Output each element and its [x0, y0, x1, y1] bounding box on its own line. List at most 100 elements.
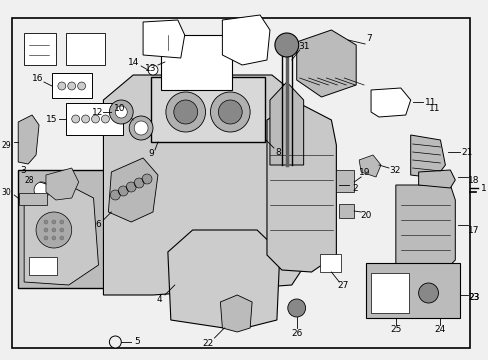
Text: 7: 7: [366, 33, 371, 42]
Bar: [336, 170, 353, 192]
Circle shape: [148, 65, 158, 75]
Polygon shape: [46, 168, 79, 200]
Text: 26: 26: [290, 329, 302, 338]
Polygon shape: [418, 170, 454, 188]
Text: 27: 27: [337, 282, 348, 291]
Circle shape: [210, 92, 250, 132]
Polygon shape: [269, 82, 303, 165]
Bar: [29, 257, 57, 275]
Text: 11: 11: [428, 104, 439, 112]
Circle shape: [109, 336, 121, 348]
Circle shape: [44, 228, 48, 232]
Circle shape: [142, 174, 152, 184]
Circle shape: [218, 100, 242, 124]
Text: 21: 21: [461, 148, 472, 157]
Text: 10: 10: [113, 104, 125, 112]
Text: 22: 22: [202, 338, 213, 347]
Polygon shape: [143, 20, 184, 58]
Circle shape: [52, 236, 56, 240]
Text: 23: 23: [468, 293, 479, 302]
Circle shape: [60, 236, 63, 240]
Bar: [18, 170, 105, 288]
Bar: [370, 273, 408, 313]
Circle shape: [52, 228, 56, 232]
Circle shape: [173, 100, 197, 124]
Circle shape: [118, 186, 128, 196]
Polygon shape: [167, 230, 279, 330]
Polygon shape: [266, 102, 336, 272]
Bar: [66, 103, 123, 135]
Circle shape: [129, 116, 153, 140]
Text: 5: 5: [134, 338, 140, 346]
Text: 14: 14: [127, 58, 139, 67]
Text: 28: 28: [24, 176, 34, 185]
Text: 11: 11: [424, 98, 435, 107]
Polygon shape: [370, 88, 410, 117]
Bar: [66, 33, 105, 65]
Circle shape: [134, 178, 144, 188]
Text: 30: 30: [1, 188, 11, 197]
Circle shape: [115, 106, 127, 118]
Polygon shape: [18, 115, 39, 164]
Polygon shape: [410, 135, 445, 178]
Text: 2: 2: [352, 184, 357, 193]
Bar: [319, 254, 341, 272]
Circle shape: [78, 82, 85, 90]
Bar: [52, 73, 91, 98]
Text: 17: 17: [468, 225, 479, 234]
Text: 18: 18: [468, 176, 479, 185]
Circle shape: [91, 115, 99, 123]
Circle shape: [134, 121, 148, 135]
Text: 8: 8: [274, 148, 280, 157]
Text: 29: 29: [1, 140, 11, 149]
Text: 3: 3: [20, 166, 26, 175]
Circle shape: [36, 212, 72, 248]
Circle shape: [287, 299, 305, 317]
Polygon shape: [358, 155, 380, 177]
Circle shape: [274, 33, 298, 57]
Text: 32: 32: [388, 166, 400, 175]
Text: 25: 25: [389, 325, 401, 334]
Text: 19: 19: [359, 167, 370, 176]
Circle shape: [101, 115, 109, 123]
Text: 24: 24: [434, 325, 445, 334]
Bar: [339, 204, 353, 218]
Bar: [19, 193, 47, 205]
Circle shape: [34, 182, 50, 198]
Text: 15: 15: [46, 114, 58, 123]
Circle shape: [68, 82, 76, 90]
Text: 23: 23: [468, 293, 479, 302]
Text: 4: 4: [156, 296, 162, 305]
Text: 16: 16: [32, 73, 44, 82]
Circle shape: [58, 82, 66, 90]
Circle shape: [81, 115, 89, 123]
Bar: [151, 77, 264, 142]
Polygon shape: [222, 15, 269, 65]
Circle shape: [126, 182, 136, 192]
Text: 1: 1: [480, 184, 486, 193]
Circle shape: [165, 92, 205, 132]
Polygon shape: [296, 30, 355, 97]
Text: 6: 6: [96, 220, 101, 229]
Circle shape: [44, 220, 48, 224]
Circle shape: [418, 283, 438, 303]
Text: 9: 9: [148, 149, 154, 158]
Circle shape: [109, 100, 133, 124]
Polygon shape: [103, 75, 311, 295]
Polygon shape: [220, 295, 252, 332]
Circle shape: [60, 228, 63, 232]
Polygon shape: [24, 180, 98, 285]
Text: 13: 13: [145, 63, 157, 72]
Circle shape: [72, 115, 80, 123]
Polygon shape: [395, 185, 454, 270]
Text: 12: 12: [92, 108, 103, 117]
Bar: [366, 263, 459, 318]
Circle shape: [44, 236, 48, 240]
Circle shape: [110, 190, 120, 200]
Bar: [161, 35, 232, 90]
Bar: [24, 33, 56, 65]
Polygon shape: [108, 158, 158, 222]
Text: 20: 20: [360, 211, 371, 220]
Circle shape: [52, 220, 56, 224]
Circle shape: [60, 220, 63, 224]
